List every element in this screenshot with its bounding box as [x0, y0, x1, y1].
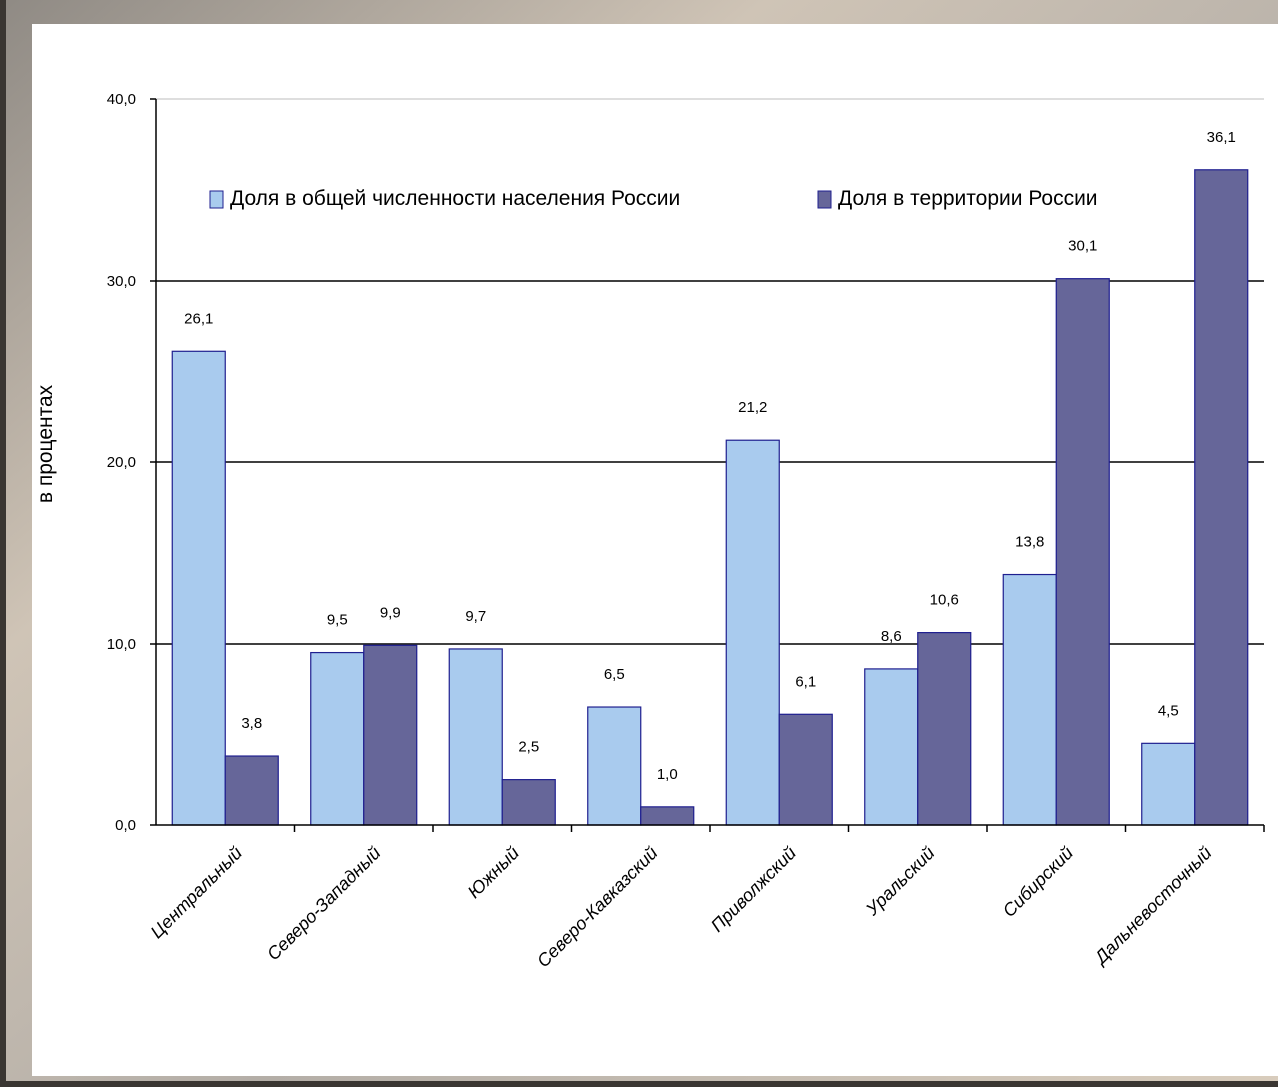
data-label-territory-3: 1,0: [657, 766, 678, 783]
data-label-territory-5: 10,6: [930, 592, 959, 609]
data-label-population-4: 21,2: [738, 399, 767, 416]
data-label-population-1: 9,5: [327, 612, 348, 629]
bar-territory-1: [363, 644, 418, 826]
bar-territory-3: [640, 806, 695, 826]
category-label-5: Уральский: [861, 843, 938, 920]
legend-item-population: Доля в общей численности населения Росси…: [209, 187, 680, 210]
data-label-population-3: 6,5: [604, 666, 625, 683]
category-label-2: Южный: [464, 843, 523, 902]
bar-territory-2: [501, 779, 556, 826]
y-tick-label-40: 40,0: [107, 91, 136, 108]
bar-population-6: [1002, 573, 1057, 826]
data-label-territory-1: 9,9: [380, 604, 401, 621]
data-label-population-5: 8,6: [881, 628, 902, 645]
y-tick-label-10: 10,0: [107, 636, 136, 653]
data-label-territory-0: 3,8: [241, 715, 262, 732]
legend-item-territory: Доля в территории России: [817, 187, 1098, 210]
category-label-6: Сибирский: [999, 843, 1077, 921]
data-labels: 26,1 3,8 9,5 9,9 9,7 2,5 6,5 1,0 21,2 6,1 8,6 10,6 1…: [184, 129, 1236, 783]
data-label-territory-4: 6,1: [795, 673, 816, 690]
data-label-population-7: 4,5: [1158, 702, 1179, 719]
legend: Доля в общей численности населения Росси…: [209, 187, 1098, 210]
bar-population-4: [725, 439, 780, 826]
data-label-territory-2: 2,5: [518, 739, 539, 756]
bar-population-0: [171, 350, 226, 826]
bar-population-2: [448, 648, 503, 826]
bar-population-1: [310, 651, 365, 826]
category-label-3: Северо-Кавказский: [533, 843, 661, 971]
y-ticks: 0,0 10,0 20,0 30,0 40,0: [107, 91, 156, 834]
category-labels: Центральный Северо-Западный Южный Северо-Ка…: [147, 843, 1216, 971]
data-label-population-6: 13,8: [1015, 534, 1044, 551]
bar-chart: 26,1 3,8 9,5 9,9 9,7 2,5 6,5 1,0 21,2 6,1 8,6 10,6 1…: [34, 91, 1265, 971]
data-label-population-2: 9,7: [465, 608, 486, 625]
data-label-territory-6: 30,1: [1068, 238, 1097, 255]
bar-territory-5: [917, 632, 972, 826]
population-bars: [171, 350, 1196, 826]
y-tick-label-30: 30,0: [107, 273, 136, 290]
territory-bars: [224, 169, 1249, 826]
data-label-population-0: 26,1: [184, 310, 213, 327]
bar-population-3: [587, 706, 642, 826]
x-ticks: [293, 825, 1265, 832]
bar-population-7: [1141, 742, 1196, 826]
category-label-0: Центральный: [147, 843, 247, 943]
chart-panel: 26,1 3,8 9,5 9,9 9,7 2,5 6,5 1,0 21,2 6,1 8,6 10,6 1…: [32, 24, 1278, 1076]
category-label-1: Северо-Западный: [263, 843, 385, 965]
bar-territory-6: [1055, 278, 1110, 826]
category-label-4: Приволжский: [707, 843, 800, 936]
category-label-7: Дальневосточный: [1089, 843, 1215, 969]
y-axis-title: в процентах: [34, 384, 57, 503]
y-tick-label-20: 20,0: [107, 454, 136, 471]
bar-territory-0: [224, 755, 279, 826]
data-label-territory-7: 36,1: [1207, 129, 1236, 146]
bar-territory-4: [778, 713, 833, 826]
legend-swatch-territory: [817, 190, 832, 209]
bar-population-5: [864, 668, 919, 826]
bar-territory-7: [1194, 169, 1249, 826]
legend-swatch-population: [209, 190, 224, 209]
y-tick-label-0: 0,0: [115, 817, 136, 834]
legend-label-population: Доля в общей численности населения Росси…: [230, 187, 680, 210]
legend-label-territory: Доля в территории России: [838, 187, 1098, 210]
